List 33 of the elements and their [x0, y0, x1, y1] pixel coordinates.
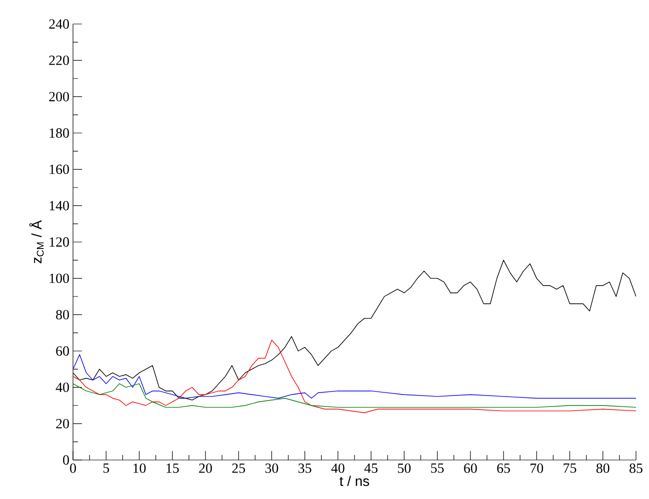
x-tick-label: 65: [497, 464, 510, 473]
y-tick-label: 40: [56, 382, 69, 392]
y-tick-label: 100: [50, 274, 69, 284]
y-tick-label: 140: [50, 200, 69, 210]
x-tick-label: 0: [70, 464, 76, 473]
x-tick-label: 5: [103, 464, 110, 473]
x-tick-label: 30: [265, 464, 278, 473]
y-tick-label: 0: [63, 455, 69, 465]
x-tick-label: 85: [630, 464, 642, 473]
y-axis-title: z$_{CM}$ / Å: [29, 220, 44, 264]
y-tick-label: 80: [56, 310, 69, 320]
x-tick-label: 20: [199, 464, 212, 473]
x-tick-label: 60: [464, 464, 477, 473]
y-tick-label: 160: [50, 164, 69, 174]
y-tick-label: 240: [49, 19, 69, 29]
x-tick-label: 75: [564, 464, 576, 473]
x-tick-label: 35: [298, 464, 312, 473]
x-tick-label: 40: [331, 464, 344, 473]
x-tick-label: 10: [133, 464, 146, 473]
x-tick-label: 55: [431, 464, 444, 473]
y-tick-label: 180: [50, 128, 69, 138]
x-tick-label: 15: [166, 464, 179, 473]
y-tick-label: 60: [56, 346, 69, 356]
y-tick-label: 120: [50, 237, 69, 247]
x-tick-label: 25: [232, 464, 246, 473]
x-tick-label: 70: [530, 464, 544, 473]
y-tick-label: 200: [49, 92, 69, 102]
y-tick-label: 20: [56, 418, 69, 428]
x-tick-label: 50: [398, 464, 411, 473]
x-axis-title: t / ns: [340, 476, 370, 486]
x-tick-label: 45: [364, 464, 378, 473]
x-tick-label: 80: [596, 464, 610, 473]
y-tick-label: 220: [49, 56, 69, 66]
